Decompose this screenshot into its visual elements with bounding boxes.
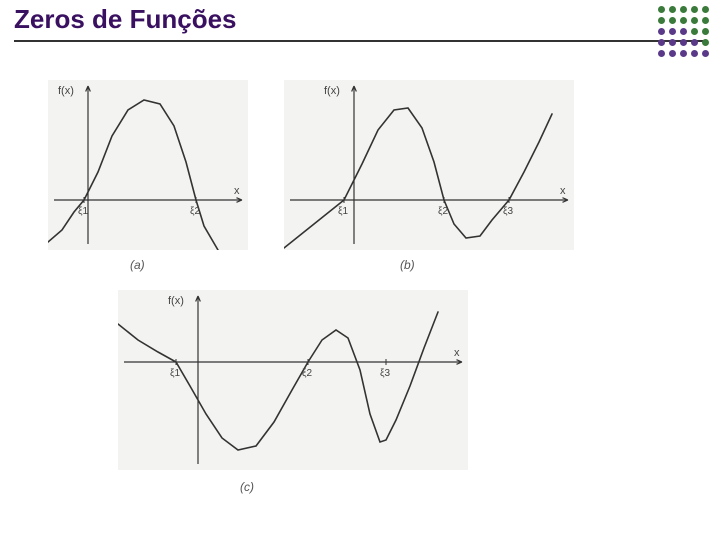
chart-b: f(x) x ξ1 ξ2 ξ3 bbox=[284, 80, 574, 250]
svg-text:ξ1: ξ1 bbox=[170, 368, 180, 379]
svg-text:ξ1: ξ1 bbox=[338, 206, 348, 217]
page-title: Zeros de Funções bbox=[14, 4, 237, 35]
svg-text:x: x bbox=[454, 347, 460, 359]
title-underline bbox=[14, 40, 706, 42]
svg-text:x: x bbox=[560, 185, 566, 197]
svg-text:f(x): f(x) bbox=[168, 295, 184, 307]
svg-text:ξ1: ξ1 bbox=[78, 206, 88, 217]
svg-text:ξ3: ξ3 bbox=[503, 206, 513, 217]
svg-text:ξ2: ξ2 bbox=[438, 206, 448, 217]
svg-text:x: x bbox=[234, 185, 240, 197]
corner-dots bbox=[658, 6, 710, 58]
svg-text:f(x): f(x) bbox=[58, 85, 74, 97]
svg-text:f(x): f(x) bbox=[324, 85, 340, 97]
chart-c: f(x) x ξ1 ξ2 ξ3 bbox=[118, 290, 468, 470]
chart-b-label: (b) bbox=[400, 258, 415, 272]
chart-a: f(x) x ξ1 ξ2 bbox=[48, 80, 248, 250]
chart-c-label: (c) bbox=[240, 480, 254, 494]
chart-a-label: (a) bbox=[130, 258, 145, 272]
svg-text:ξ2: ξ2 bbox=[302, 368, 312, 379]
svg-text:ξ3: ξ3 bbox=[380, 368, 390, 379]
svg-text:ξ2: ξ2 bbox=[190, 206, 200, 217]
